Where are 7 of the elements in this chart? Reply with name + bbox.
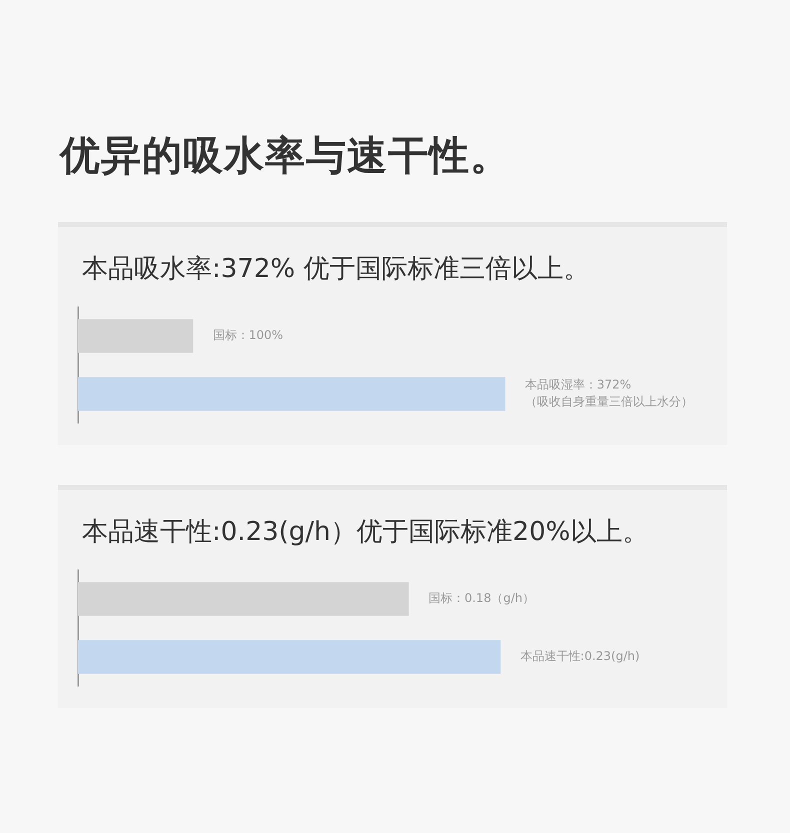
chart-title: 优异的吸水率与速干性。 (60, 132, 511, 181)
data-label: 国标：100% (212, 328, 284, 342)
chart-subtitle: 本品吸水率:372% 优于国际标准三倍以上。 (82, 253, 590, 286)
data-label: 本品速干性:0.23(g/h) (520, 649, 640, 664)
chart-subtitle: 本品速干性:0.23(g/h）优于国际标准20%以上。 (82, 516, 648, 549)
data-label: 国标：0.18（g/h） (428, 591, 534, 606)
data-label: 本品吸湿率：372% （吸收自身重量三倍以上水分） (524, 378, 693, 409)
